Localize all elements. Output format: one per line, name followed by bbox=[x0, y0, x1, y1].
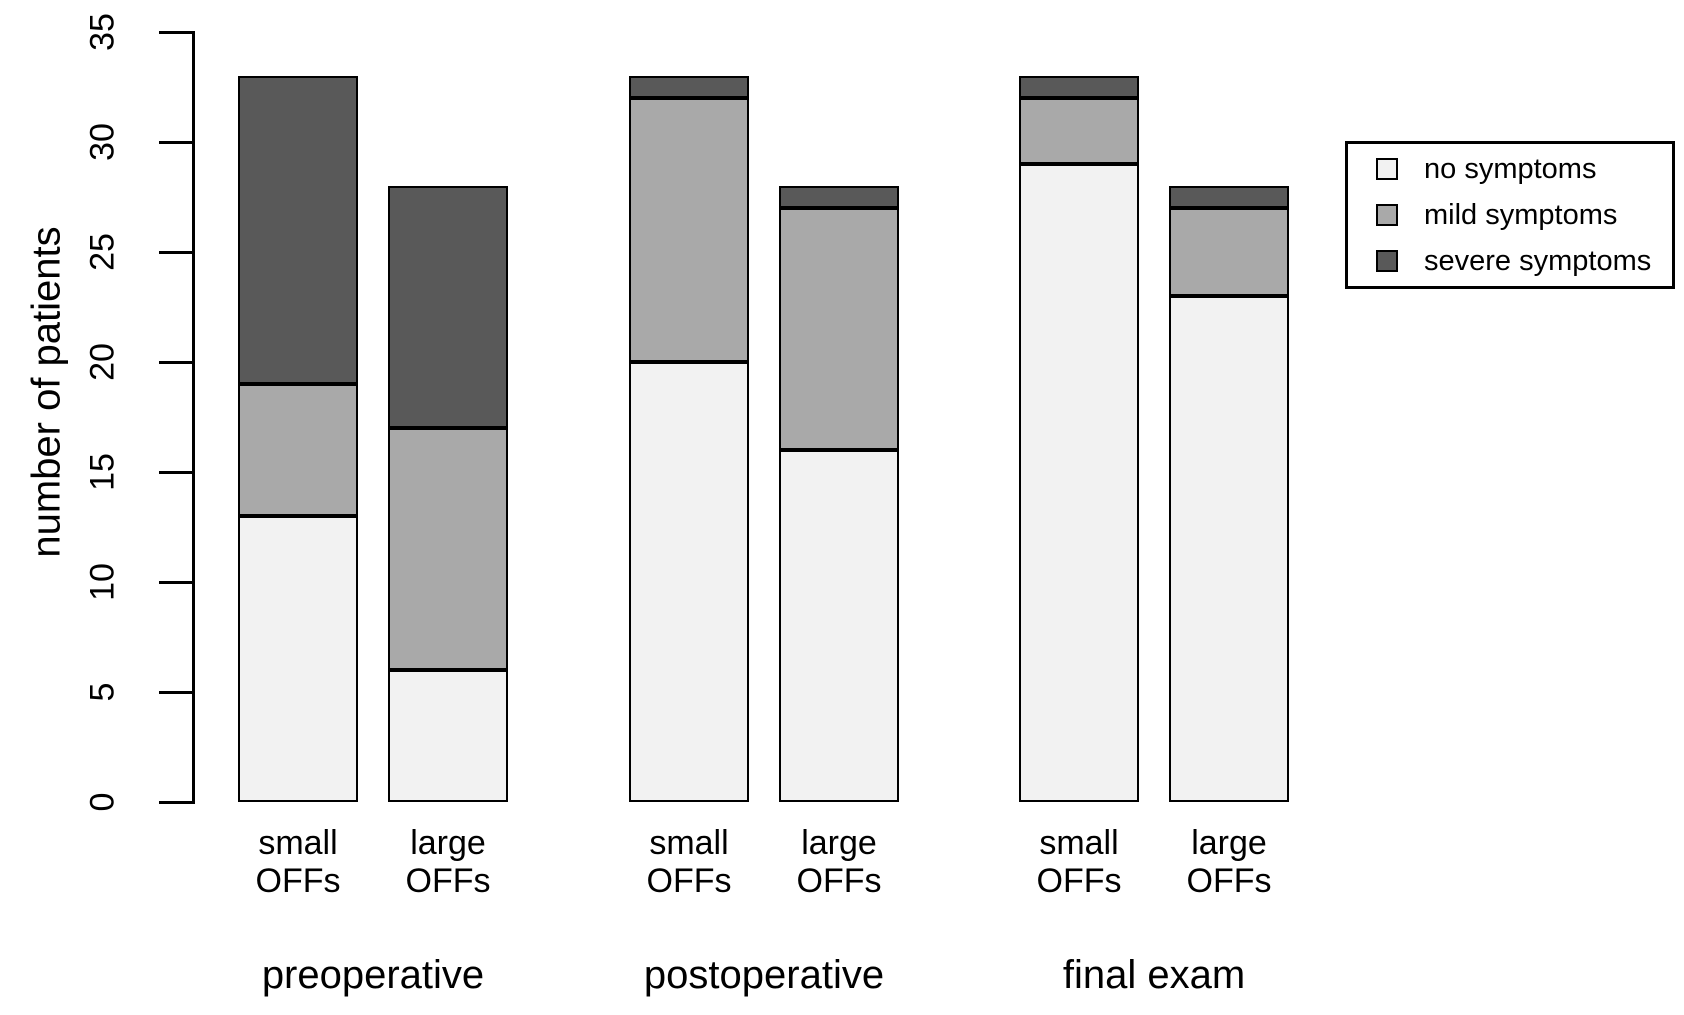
bar-label: small OFFs bbox=[579, 824, 799, 900]
bar-label-line1: small bbox=[1039, 824, 1119, 862]
bar-label-line2: OFFs bbox=[1036, 862, 1122, 900]
y-axis-line bbox=[192, 30, 195, 804]
bar-label: large OFFs bbox=[338, 824, 558, 900]
y-axis-tick-label: 0 bbox=[83, 792, 122, 812]
y-axis-tick bbox=[159, 690, 192, 694]
y-axis-tick bbox=[159, 140, 192, 144]
bar-segment-mild-symptoms bbox=[388, 428, 508, 670]
y-axis-tick-label: 10 bbox=[83, 563, 122, 601]
y-axis-tick bbox=[159, 250, 192, 254]
y-axis-tick-label: 5 bbox=[83, 682, 122, 702]
bar-label-line1: small bbox=[258, 824, 338, 862]
y-axis-tick bbox=[159, 580, 192, 584]
y-axis-tick-label: 35 bbox=[83, 13, 122, 51]
bar-segment-mild-symptoms bbox=[629, 98, 749, 362]
bar-label-line1: large bbox=[801, 824, 877, 862]
legend-item-mild-symptoms: mild symptoms bbox=[1376, 199, 1672, 232]
y-axis-tick-label: 30 bbox=[83, 123, 122, 161]
legend-label-severe-symptoms: severe symptoms bbox=[1424, 244, 1652, 277]
bar-segment-mild-symptoms bbox=[1169, 208, 1289, 296]
bar-label-line2: OFFs bbox=[796, 862, 882, 900]
bar-segment-severe-symptoms bbox=[1169, 186, 1289, 208]
bar-label-line1: large bbox=[410, 824, 486, 862]
y-axis-tick bbox=[159, 800, 192, 804]
bar-segment-no-symptoms bbox=[238, 516, 358, 802]
legend-swatch-severe-symptoms bbox=[1376, 250, 1398, 272]
bar-segment-severe-symptoms bbox=[779, 186, 899, 208]
bar-segment-mild-symptoms bbox=[779, 208, 899, 450]
bar-label-line1: large bbox=[1191, 824, 1267, 862]
bar-segment-no-symptoms bbox=[779, 450, 899, 802]
y-axis-title: number of patients bbox=[24, 226, 69, 558]
y-axis-tick-label: 15 bbox=[83, 453, 122, 491]
legend-label-mild-symptoms: mild symptoms bbox=[1424, 198, 1618, 231]
bar-label: small OFFs bbox=[969, 824, 1189, 900]
y-axis-tick bbox=[159, 360, 192, 364]
bar-label-line1: small bbox=[649, 824, 729, 862]
bar-segment-no-symptoms bbox=[629, 362, 749, 802]
bar-segment-no-symptoms bbox=[1019, 164, 1139, 802]
y-axis-tick-label: 25 bbox=[83, 233, 122, 271]
y-axis-tick bbox=[159, 470, 192, 474]
legend-swatch-mild-symptoms bbox=[1376, 204, 1398, 226]
legend-label-no-symptoms: no symptoms bbox=[1424, 152, 1597, 185]
bar-label-line2: OFFs bbox=[405, 862, 491, 900]
group-label-final-exam: final exam bbox=[1062, 953, 1246, 997]
bar-label-line2: OFFs bbox=[646, 862, 732, 900]
group-label-preoperative: preoperative bbox=[261, 953, 485, 997]
bar-segment-no-symptoms bbox=[388, 670, 508, 802]
bar-label-line2: OFFs bbox=[1186, 862, 1272, 900]
bar-segment-mild-symptoms bbox=[238, 384, 358, 516]
y-axis-tick-label: 20 bbox=[83, 343, 122, 381]
bar-label-line2: OFFs bbox=[255, 862, 341, 900]
bar-label: small OFFs bbox=[188, 824, 408, 900]
bar-segment-severe-symptoms bbox=[388, 186, 508, 428]
bar-label: large OFFs bbox=[1119, 824, 1339, 900]
legend: no symptoms mild symptoms severe symptom… bbox=[1345, 141, 1675, 289]
legend-item-no-symptoms: no symptoms bbox=[1376, 153, 1672, 186]
y-axis-tick bbox=[159, 30, 192, 34]
bar-label: large OFFs bbox=[729, 824, 949, 900]
bar-segment-severe-symptoms bbox=[1019, 76, 1139, 98]
legend-swatch-no-symptoms bbox=[1376, 158, 1398, 180]
group-label-postoperative: postoperative bbox=[643, 953, 885, 997]
bar-segment-severe-symptoms bbox=[629, 76, 749, 98]
bar-segment-severe-symptoms bbox=[238, 76, 358, 384]
bar-segment-no-symptoms bbox=[1169, 296, 1289, 802]
bar-segment-mild-symptoms bbox=[1019, 98, 1139, 164]
legend-item-severe-symptoms: severe symptoms bbox=[1376, 245, 1672, 278]
